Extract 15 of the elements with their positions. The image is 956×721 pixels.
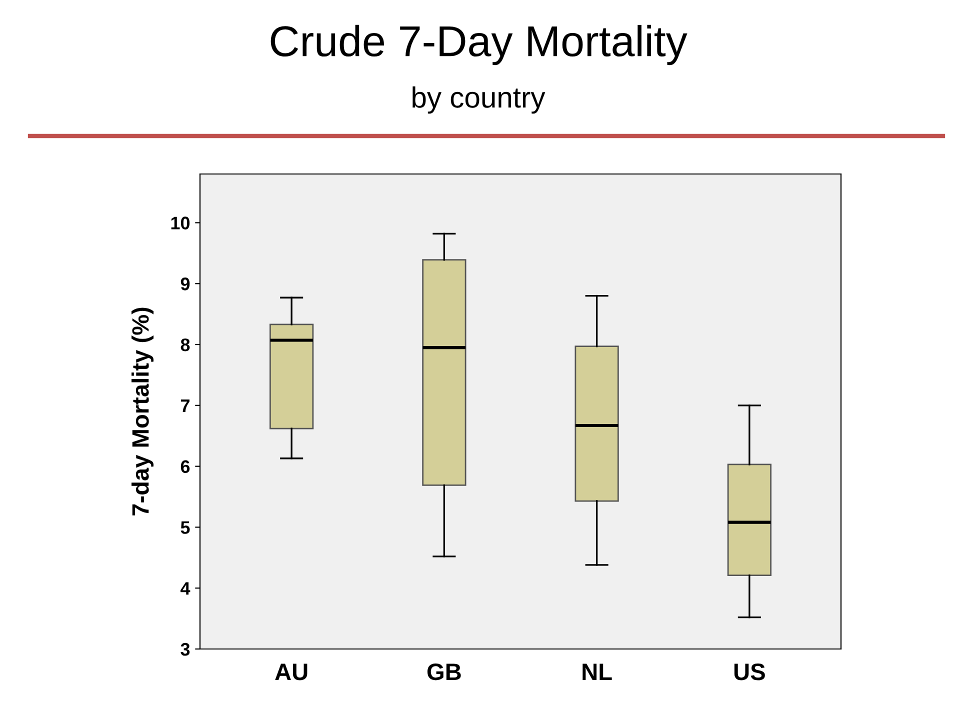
y-tick-label: 3 xyxy=(180,642,190,656)
x-tick-label: AU xyxy=(275,664,308,680)
y-tick-label: 5 xyxy=(180,521,190,534)
y-tick-label: 8 xyxy=(180,338,190,352)
y-axis-title: 7-day Mortality (%) xyxy=(132,308,154,516)
chart-title: Crude 7-Day Mortality xyxy=(270,24,688,66)
y-tick-label: 6 xyxy=(180,460,190,474)
y-tick-label: 4 xyxy=(180,582,190,595)
x-tick-label: US xyxy=(734,664,765,680)
x-tick-label: NL xyxy=(582,664,612,680)
y-tick-label: 9 xyxy=(180,278,190,290)
chart-subtitle: by country xyxy=(412,86,546,114)
y-tick-label: 7 xyxy=(181,400,190,412)
x-tick-label: GB xyxy=(427,664,461,680)
y-tick-label: 10 xyxy=(171,216,190,230)
